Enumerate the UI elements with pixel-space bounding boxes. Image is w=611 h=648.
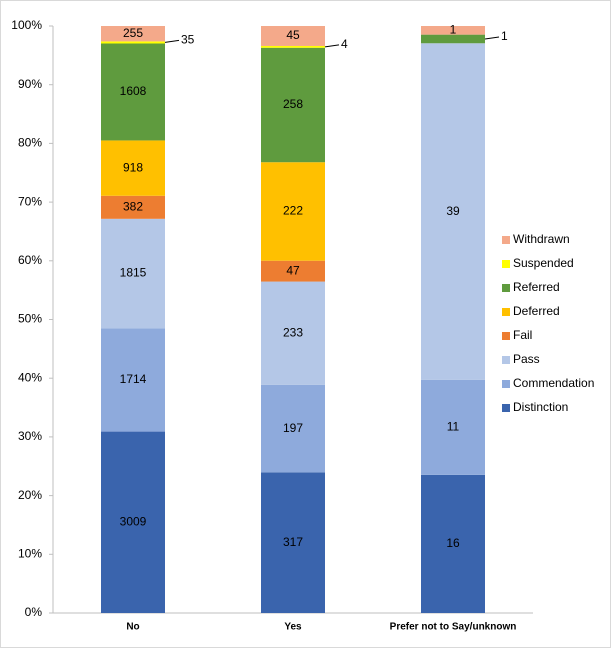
bar-segment [261, 472, 325, 613]
legend-label: Suspended [513, 256, 574, 270]
bar-segment [261, 26, 325, 46]
legend-swatch [502, 404, 510, 412]
x-tick-label: Prefer not to Say/unknown [390, 622, 517, 633]
y-tick-label: 70% [18, 194, 42, 208]
bar-segment [421, 379, 485, 475]
bar-segment [101, 431, 165, 613]
y-tick-label: 0% [25, 605, 43, 619]
data-label: 1608 [120, 84, 147, 98]
data-label: 1 [450, 22, 457, 36]
bar-segment [261, 162, 325, 261]
data-label: 16 [446, 536, 460, 550]
y-tick-label: 10% [18, 546, 42, 560]
bar-segment [261, 281, 325, 385]
data-label: 197 [283, 421, 303, 435]
bar-segment [421, 34, 485, 44]
y-tick-label: 50% [18, 312, 42, 326]
data-label: 233 [283, 325, 303, 339]
data-label: 47 [286, 263, 300, 277]
leader-line [324, 44, 340, 48]
data-label: 11 [447, 420, 460, 434]
data-label: 382 [123, 199, 143, 213]
legend-swatch [502, 308, 510, 316]
bar-segment [101, 218, 165, 329]
x-tick-label: Yes [284, 622, 302, 633]
y-tick-label: 20% [18, 488, 42, 502]
x-tick-label: No [126, 622, 139, 633]
data-label: 3009 [120, 514, 147, 528]
data-label: 222 [283, 204, 303, 218]
legend-swatch [502, 356, 510, 364]
bar-segment [101, 195, 165, 219]
y-tick-label: 30% [18, 429, 42, 443]
data-label: 45 [286, 28, 300, 42]
y-tick-label: 80% [18, 136, 42, 150]
legend-swatch [502, 260, 510, 268]
data-label: 35 [181, 33, 195, 47]
data-label: 1714 [120, 372, 147, 386]
bar-segment [101, 41, 165, 44]
legend-label: Fail [513, 328, 532, 342]
legend-swatch [502, 236, 510, 244]
bar-segment [421, 43, 485, 380]
data-label: 918 [123, 160, 143, 174]
data-label: 255 [123, 26, 143, 40]
legend-swatch [502, 380, 510, 388]
data-label: 1815 [120, 266, 147, 280]
legend-label: Commendation [513, 376, 594, 390]
data-label: 1 [501, 29, 508, 43]
leader-line [164, 39, 180, 43]
y-tick-label: 60% [18, 253, 42, 267]
bar-segment [421, 474, 485, 613]
bar-segment [101, 26, 165, 42]
data-label: 258 [283, 97, 303, 111]
legend-label: Distinction [513, 400, 568, 414]
legend-label: Pass [513, 352, 540, 366]
bar-segment [101, 140, 165, 196]
y-tick-label: 100% [11, 18, 42, 32]
legend-swatch [502, 332, 510, 340]
data-label: 317 [283, 535, 303, 549]
bar-segment [101, 43, 165, 141]
y-tick-label: 40% [18, 370, 42, 384]
legend-swatch [502, 284, 510, 292]
bar-segment [261, 45, 325, 48]
legend-label: Withdrawn [513, 232, 570, 246]
legend-label: Deferred [513, 304, 560, 318]
bar-segment [101, 328, 165, 432]
y-tick-label: 90% [18, 77, 42, 91]
bar-segment [261, 47, 325, 163]
data-label: 39 [446, 204, 460, 218]
leader-line [484, 36, 500, 40]
bar-segment [261, 260, 325, 282]
bar-segment [421, 26, 485, 35]
legend-label: Referred [513, 280, 560, 294]
bar-segment [261, 384, 325, 473]
data-label: 4 [341, 37, 348, 51]
